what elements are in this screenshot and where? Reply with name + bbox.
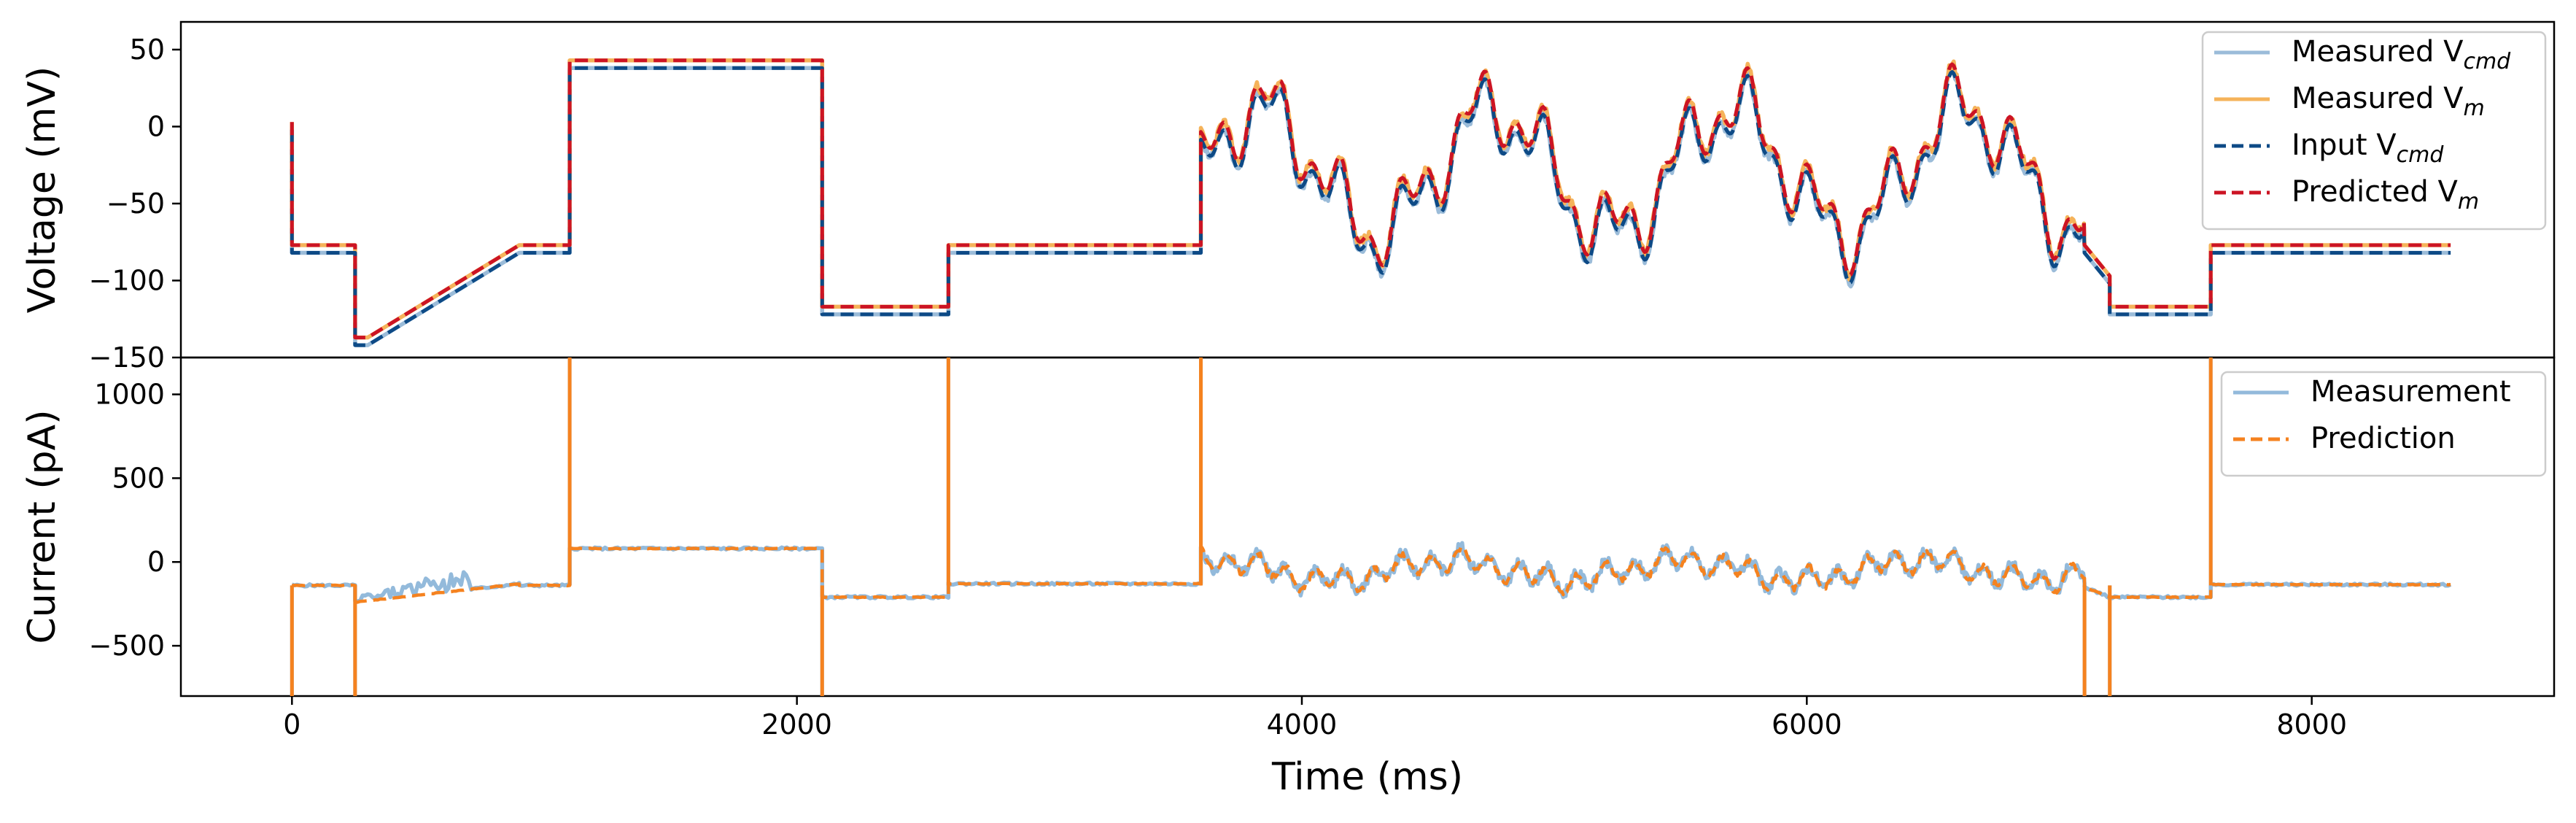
voltage-series-line-0 — [290, 66, 2451, 347]
current-y-tick-label: 0 — [147, 546, 165, 578]
current-legend: Measurement Prediction — [2220, 371, 2547, 477]
voltage-series-line-1 — [290, 58, 2451, 340]
current-legend-label: Prediction — [2311, 422, 2456, 455]
current-legend-label: Measurement — [2311, 375, 2511, 409]
current-y-axis-label: Current (pA) — [20, 410, 64, 644]
voltage-legend-box — [2201, 31, 2547, 231]
voltage-y-tick-label: 50 — [130, 34, 165, 66]
voltage-y-ticks: 50 0 −50 −100 −150 — [89, 34, 181, 374]
voltage-y-tick-label: −100 — [89, 264, 165, 296]
current-legend-box — [2220, 371, 2547, 477]
current-panel: 1000 500 0 −500 0 2000 4000 6000 8000 Current (… — [20, 356, 2556, 799]
voltage-y-axis-label: Voltage (mV) — [20, 66, 64, 313]
current-series-line-1 — [292, 544, 2451, 604]
voltage-legend-label: Predicted Vm — [2292, 175, 2479, 215]
voltage-y-tick-label: −50 — [106, 188, 165, 220]
current-plot-frame — [179, 356, 2556, 698]
time-x-tick-label: 2000 — [761, 708, 832, 741]
current-series — [290, 358, 2452, 696]
time-x-tick-label: 4000 — [1267, 708, 1338, 741]
time-x-ticks: 0 2000 4000 6000 8000 — [283, 696, 2347, 741]
current-y-tick-label: −500 — [89, 630, 165, 662]
current-y-ticks: 1000 500 0 −500 — [89, 379, 181, 662]
current-y-tick-label: 1000 — [94, 379, 165, 411]
voltage-y-tick-label: 0 — [147, 110, 165, 142]
voltage-series-line-2 — [290, 66, 2451, 347]
time-x-tick-label: 8000 — [2276, 708, 2347, 741]
current-y-tick-label: 500 — [112, 462, 165, 494]
voltage-panel: 50 0 −50 −100 −150 Voltage (mV) Measured Vcm… — [20, 20, 2556, 374]
voltage-series — [290, 58, 2451, 347]
voltage-legend-label: Measured Vm — [2292, 82, 2485, 121]
time-x-tick-label: 0 — [283, 708, 300, 741]
voltage-y-tick-label: −150 — [89, 341, 165, 374]
voltage-series-line-3 — [290, 58, 2451, 340]
time-x-tick-label: 6000 — [1772, 708, 1842, 741]
time-x-axis-label: Time (ms) — [1271, 755, 1463, 799]
